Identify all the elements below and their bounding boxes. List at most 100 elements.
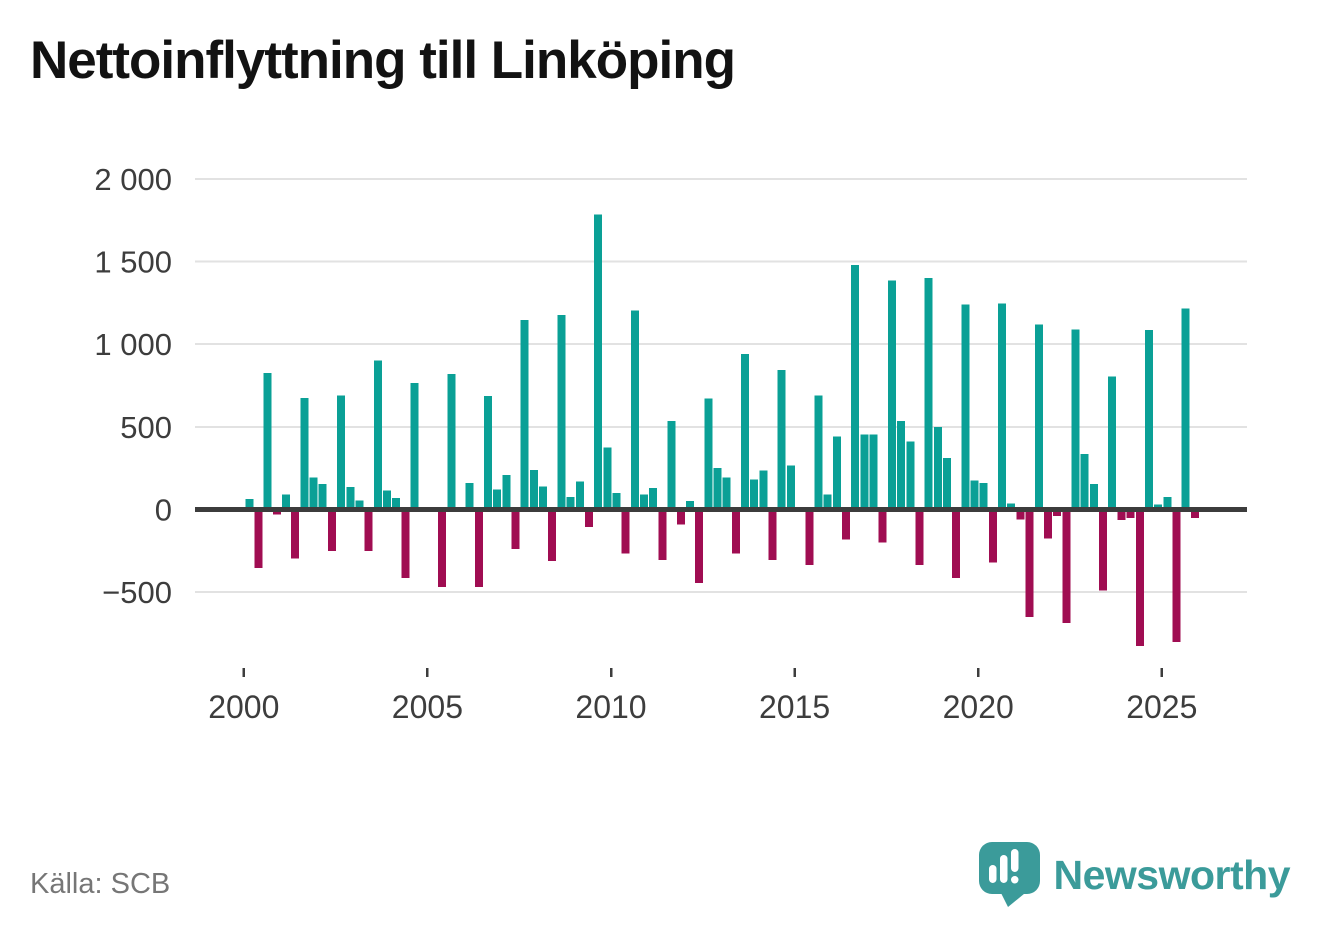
bar-2021-Q2 bbox=[1025, 509, 1034, 617]
bar-2022-Q1 bbox=[1053, 509, 1062, 517]
bar-2024-Q1 bbox=[1126, 509, 1135, 518]
bar-2003-Q3 bbox=[373, 360, 382, 510]
bar-2008-Q1 bbox=[539, 486, 548, 510]
bar-2007-Q2 bbox=[511, 509, 520, 550]
bar-2018-Q2 bbox=[915, 509, 924, 565]
bar-2020-Q3 bbox=[998, 303, 1007, 510]
bar-2016-Q4 bbox=[860, 434, 869, 510]
bar-2001-Q1 bbox=[282, 494, 291, 510]
bar-2007-Q1 bbox=[502, 474, 511, 510]
bar-2006-Q4 bbox=[493, 489, 502, 510]
bar-2008-Q3 bbox=[557, 315, 566, 510]
bar-2012-Q2 bbox=[695, 509, 704, 584]
bar-2025-Q2 bbox=[1172, 509, 1181, 642]
bar-2013-Q1 bbox=[722, 477, 731, 510]
bar-2000-Q3 bbox=[263, 373, 272, 510]
bar-2017-Q3 bbox=[887, 280, 896, 510]
bar-2020-Q4 bbox=[1007, 503, 1016, 510]
bar-2000-Q2 bbox=[254, 509, 263, 569]
bar-2005-Q3 bbox=[447, 373, 456, 510]
bar-2010-Q3 bbox=[630, 310, 639, 510]
bar-2009-Q3 bbox=[594, 214, 603, 510]
bar-2025-Q4 bbox=[1190, 509, 1199, 518]
bar-2003-Q2 bbox=[364, 509, 373, 551]
bar-2004-Q3 bbox=[410, 383, 419, 510]
x-axis-label-2025: 2025 bbox=[1126, 689, 1197, 725]
bar-2013-Q4 bbox=[750, 479, 759, 510]
bar-2009-Q2 bbox=[584, 509, 593, 527]
bar-2020-Q1 bbox=[979, 483, 988, 510]
bar-2006-Q3 bbox=[483, 396, 492, 510]
bar-2016-Q1 bbox=[832, 436, 841, 510]
source-note: Källa: SCB bbox=[30, 868, 171, 900]
bar-2009-Q1 bbox=[575, 481, 584, 510]
bar-2018-Q1 bbox=[906, 441, 915, 510]
newsworthy-bubble-icon bbox=[978, 842, 1040, 907]
bar-2023-Q3 bbox=[1108, 376, 1117, 510]
x-axis-label-2020: 2020 bbox=[943, 689, 1014, 725]
bar-2022-Q4 bbox=[1080, 454, 1089, 510]
bar-2001-Q3 bbox=[300, 397, 309, 510]
bar-2005-Q2 bbox=[438, 509, 447, 588]
bar-2014-Q4 bbox=[786, 465, 795, 510]
bar-2019-Q2 bbox=[952, 509, 961, 579]
bar-2011-Q2 bbox=[658, 509, 667, 560]
bar-2006-Q2 bbox=[474, 509, 483, 588]
bar-2016-Q2 bbox=[842, 509, 850, 540]
bar-2019-Q4 bbox=[970, 480, 979, 510]
bar-2017-Q2 bbox=[878, 509, 887, 543]
y-axis-label-1500: 1 500 bbox=[94, 244, 172, 279]
bar-2019-Q3 bbox=[961, 304, 970, 510]
bar-2011-Q1 bbox=[649, 488, 658, 510]
bar-2019-Q1 bbox=[942, 458, 951, 510]
bar-2025-Q1 bbox=[1163, 497, 1172, 510]
bar-2012-Q3 bbox=[704, 398, 713, 510]
bar-2008-Q2 bbox=[548, 509, 557, 561]
y-axis-label-2000: 2 000 bbox=[94, 162, 172, 197]
bar-2008-Q4 bbox=[566, 497, 575, 510]
speech-bubble-shape bbox=[978, 842, 1040, 907]
bar-2021-Q1 bbox=[1016, 509, 1025, 520]
bar-2024-Q2 bbox=[1135, 509, 1144, 646]
bar-2002-Q4 bbox=[346, 487, 355, 510]
bar-2010-Q4 bbox=[640, 494, 649, 510]
bar-2021-Q4 bbox=[1043, 509, 1052, 539]
bar-2022-Q2 bbox=[1062, 509, 1071, 623]
bar-2004-Q1 bbox=[392, 497, 401, 510]
bar-2007-Q4 bbox=[529, 469, 538, 510]
bar-2000-Q1 bbox=[245, 498, 254, 510]
bar-2002-Q2 bbox=[327, 509, 336, 551]
bar-2017-Q1 bbox=[869, 434, 878, 510]
bar-2015-Q3 bbox=[814, 395, 823, 510]
bar-2014-Q3 bbox=[777, 369, 786, 510]
bar-2010-Q2 bbox=[621, 509, 630, 554]
bar-2025-Q3 bbox=[1181, 308, 1190, 510]
y-axis-label-1000: 1 000 bbox=[94, 327, 172, 362]
bar-2006-Q1 bbox=[465, 483, 474, 510]
x-axis-label-2015: 2015 bbox=[759, 689, 830, 725]
bar-2007-Q3 bbox=[520, 320, 529, 510]
newsworthy-logo[interactable]: Newsworthy bbox=[978, 841, 1291, 909]
bar-2002-Q3 bbox=[337, 395, 346, 510]
y-axis-label-0: 0 bbox=[155, 493, 172, 528]
bar-2021-Q3 bbox=[1034, 324, 1043, 510]
bar-2018-Q4 bbox=[933, 426, 942, 510]
bar-2015-Q2 bbox=[805, 509, 814, 565]
x-axis-label-2010: 2010 bbox=[575, 689, 646, 725]
bar-2002-Q1 bbox=[318, 483, 327, 510]
y-axis-label--500: −500 bbox=[102, 575, 172, 610]
bar-2011-Q4 bbox=[676, 509, 685, 525]
bar-2010-Q1 bbox=[612, 492, 621, 510]
bar-2023-Q2 bbox=[1099, 509, 1108, 591]
bar-2013-Q3 bbox=[741, 354, 750, 510]
bar-2001-Q2 bbox=[291, 509, 300, 559]
x-axis-label-2000: 2000 bbox=[208, 689, 279, 725]
bar-2015-Q4 bbox=[823, 494, 832, 510]
bar-2024-Q3 bbox=[1144, 330, 1153, 510]
brand-name: Newsworthy bbox=[1053, 851, 1291, 898]
bar-2001-Q4 bbox=[309, 477, 318, 510]
bar-2012-Q1 bbox=[685, 501, 694, 510]
bar-2009-Q4 bbox=[603, 447, 612, 510]
